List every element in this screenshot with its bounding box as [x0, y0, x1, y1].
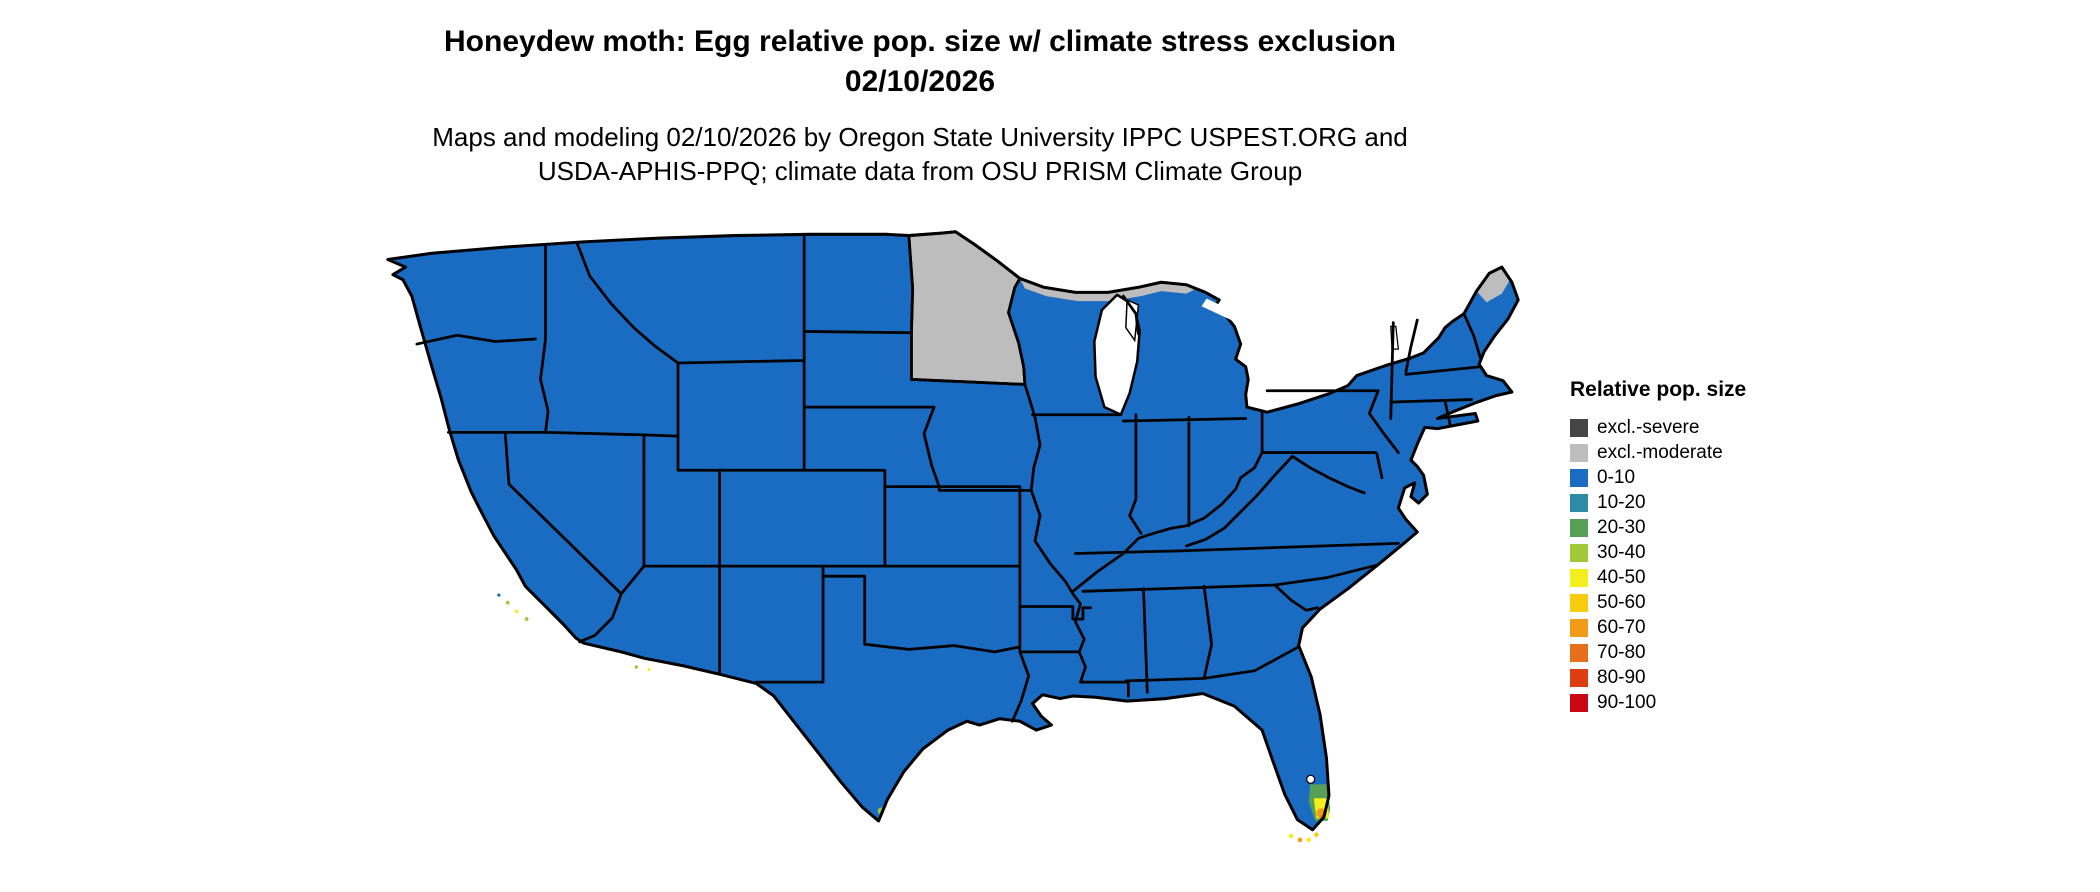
hotspot-socal-islands: [497, 593, 529, 621]
keys-dot: [1306, 837, 1312, 843]
figure-title: Honeydew moth: Egg relative pop. size w/…: [270, 22, 1570, 102]
legend-label: 90-100: [1597, 692, 1657, 713]
legend-item-30-40: 30-40: [1570, 540, 1850, 565]
island-dot: [505, 600, 510, 605]
legend-swatch: [1570, 618, 1588, 637]
legend-label: 50-60: [1597, 592, 1646, 613]
legend-label: 10-20: [1597, 492, 1646, 513]
island-dot: [514, 609, 519, 614]
keys-dot: [1288, 833, 1294, 839]
legend-label: 30-40: [1597, 542, 1646, 563]
lake-okeechobee: [1305, 774, 1316, 784]
keys-dot: [1314, 832, 1319, 838]
legend-item-80-90: 80-90: [1570, 665, 1850, 690]
legend-label: 20-30: [1597, 517, 1646, 538]
subtitle-line-2: USDA-APHIS-PPQ; climate data from OSU PR…: [537, 156, 1303, 186]
legend-label: excl.-moderate: [1597, 442, 1723, 463]
legend-item-0-10: 0-10: [1570, 465, 1850, 490]
subtitle-line-1: Maps and modeling 02/10/2026 by Oregon S…: [432, 122, 1408, 152]
legend-swatch: [1570, 418, 1588, 437]
az-dot: [647, 668, 651, 672]
legend-label: 60-70: [1597, 617, 1646, 638]
legend-item-20-30: 20-30: [1570, 515, 1850, 540]
legend-item-excl-moderate: excl.-moderate: [1570, 440, 1850, 465]
straits-of-mackinac: [1201, 298, 1245, 324]
az-dot: [634, 665, 639, 669]
legend-title: Relative pop. size: [1570, 378, 1747, 401]
legend-swatch: [1570, 443, 1588, 462]
legend-item-70-80: 70-80: [1570, 640, 1850, 665]
us-map-svg: [386, 230, 1520, 843]
legend-swatch: [1570, 468, 1588, 487]
legend-item-60-70: 60-70: [1570, 615, 1850, 640]
legend-item-50-60: 50-60: [1570, 590, 1850, 615]
legend-label: 40-50: [1597, 567, 1646, 588]
legend-swatch: [1570, 493, 1588, 512]
island-dot: [524, 617, 529, 621]
us-map: [308, 228, 1540, 884]
legend-swatch: [1570, 643, 1588, 662]
island-dot: [497, 593, 501, 597]
legend-item-10-20: 10-20: [1570, 490, 1850, 515]
hotspot-florida-keys: [1288, 832, 1319, 843]
legend-swatch: [1570, 668, 1588, 687]
title-line-2: 02/10/2026: [844, 65, 996, 98]
figure-subtitle: Maps and modeling 02/10/2026 by Oregon S…: [270, 120, 1570, 188]
legend-swatch: [1570, 693, 1588, 712]
excluded-region-maine-fringe: [1476, 267, 1510, 303]
title-line-1: Honeydew moth: Egg relative pop. size w/…: [444, 25, 1396, 58]
legend-swatch: [1570, 518, 1588, 537]
hotspot-arizona-border: [634, 665, 651, 672]
legend-item-excl-severe: excl.-severe: [1570, 415, 1850, 440]
map-legend: Relative pop. size excl.-severe excl.-mo…: [1570, 378, 1850, 715]
legend-swatch: [1570, 568, 1588, 587]
legend-label: 0-10: [1597, 467, 1636, 488]
legend-item-40-50: 40-50: [1570, 565, 1850, 590]
legend-label: 80-90: [1597, 667, 1646, 688]
legend-swatch: [1570, 543, 1588, 562]
state-borders: [415, 232, 1482, 723]
legend-label: excl.-severe: [1597, 417, 1700, 438]
keys-dot: [1297, 837, 1303, 843]
legend-item-90-100: 90-100: [1570, 690, 1850, 715]
legend-swatch: [1570, 593, 1588, 612]
legend-label: 70-80: [1597, 642, 1646, 663]
excluded-region-minnesota: [907, 230, 1027, 386]
green-bay: [1125, 298, 1140, 343]
excluded-region-great-lakes-fringe: [1019, 278, 1197, 302]
